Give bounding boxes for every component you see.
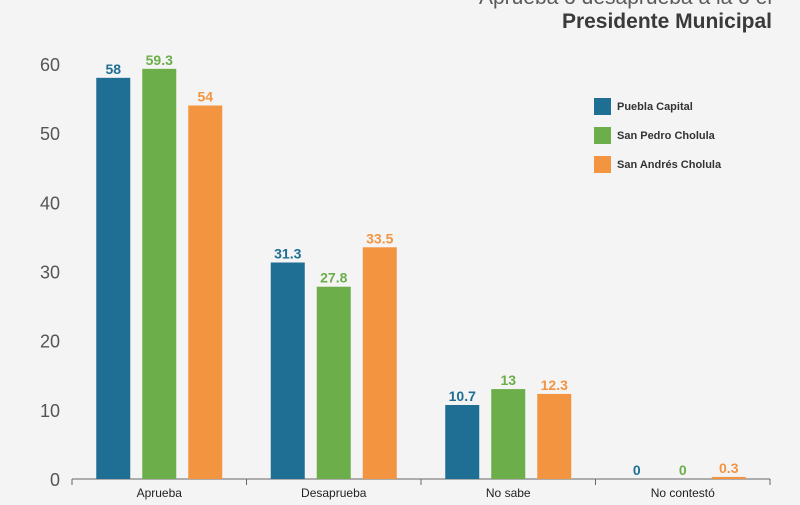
legend-label-puebla-capital: Puebla Capital bbox=[617, 100, 693, 113]
legend-swatch-san-andres-cholula bbox=[594, 156, 611, 173]
chart-legend: Puebla Capital San Pedro Cholula San And… bbox=[594, 92, 721, 179]
data-label: 54 bbox=[197, 89, 213, 105]
data-label: 33.5 bbox=[366, 230, 393, 246]
legend-label-san-pedro-cholula: San Pedro Cholula bbox=[617, 129, 715, 142]
legend-swatch-puebla-capital bbox=[594, 98, 611, 115]
data-label: 31.3 bbox=[274, 246, 301, 262]
bar bbox=[491, 389, 526, 479]
data-label: 27.8 bbox=[320, 270, 347, 286]
x-tick-label: No sabe bbox=[486, 486, 531, 500]
data-label: 0.3 bbox=[719, 460, 739, 476]
legend-swatch-san-pedro-cholula bbox=[594, 127, 611, 144]
data-label: 0 bbox=[633, 462, 641, 478]
legend-item-san-andres-cholula: San Andrés Cholula bbox=[594, 150, 721, 179]
bar bbox=[362, 247, 397, 479]
y-tick-label: 60 bbox=[40, 55, 60, 75]
x-tick-label: Desaprueba bbox=[301, 486, 367, 500]
chart-title-line2: Presidente Municipal bbox=[561, 10, 772, 34]
data-label: 10.7 bbox=[449, 388, 476, 404]
chart-title: Aprueba o desaprueba a la o el President… bbox=[479, 0, 772, 34]
y-tick-label: 30 bbox=[40, 263, 60, 283]
y-tick-label: 10 bbox=[40, 401, 60, 421]
data-label: 13 bbox=[500, 372, 516, 388]
data-label: 59.3 bbox=[146, 52, 173, 68]
bar bbox=[445, 404, 480, 479]
legend-label-san-andres-cholula: San Andrés Cholula bbox=[617, 158, 722, 171]
data-label: 0 bbox=[679, 462, 687, 478]
y-tick-label: 0 bbox=[50, 470, 60, 490]
data-label: 58 bbox=[105, 61, 121, 77]
legend-item-san-pedro-cholula: San Pedro Cholula bbox=[594, 121, 721, 150]
bar bbox=[316, 286, 351, 479]
x-tick-label: Aprueba bbox=[137, 486, 183, 500]
data-label: 12.3 bbox=[541, 377, 568, 393]
y-tick-label: 40 bbox=[40, 193, 60, 213]
x-tick-label: No contestó bbox=[651, 486, 715, 500]
y-tick-label: 20 bbox=[40, 332, 60, 352]
bar bbox=[188, 105, 223, 479]
chart-title-line1: Aprueba o desaprueba a la o el bbox=[479, 0, 772, 10]
bar bbox=[537, 393, 572, 479]
bar bbox=[711, 476, 746, 479]
bar bbox=[96, 77, 131, 479]
y-tick-label: 50 bbox=[40, 124, 60, 144]
legend-item-puebla-capital: Puebla Capital bbox=[594, 92, 721, 121]
bar bbox=[270, 262, 305, 479]
bar bbox=[142, 68, 177, 479]
